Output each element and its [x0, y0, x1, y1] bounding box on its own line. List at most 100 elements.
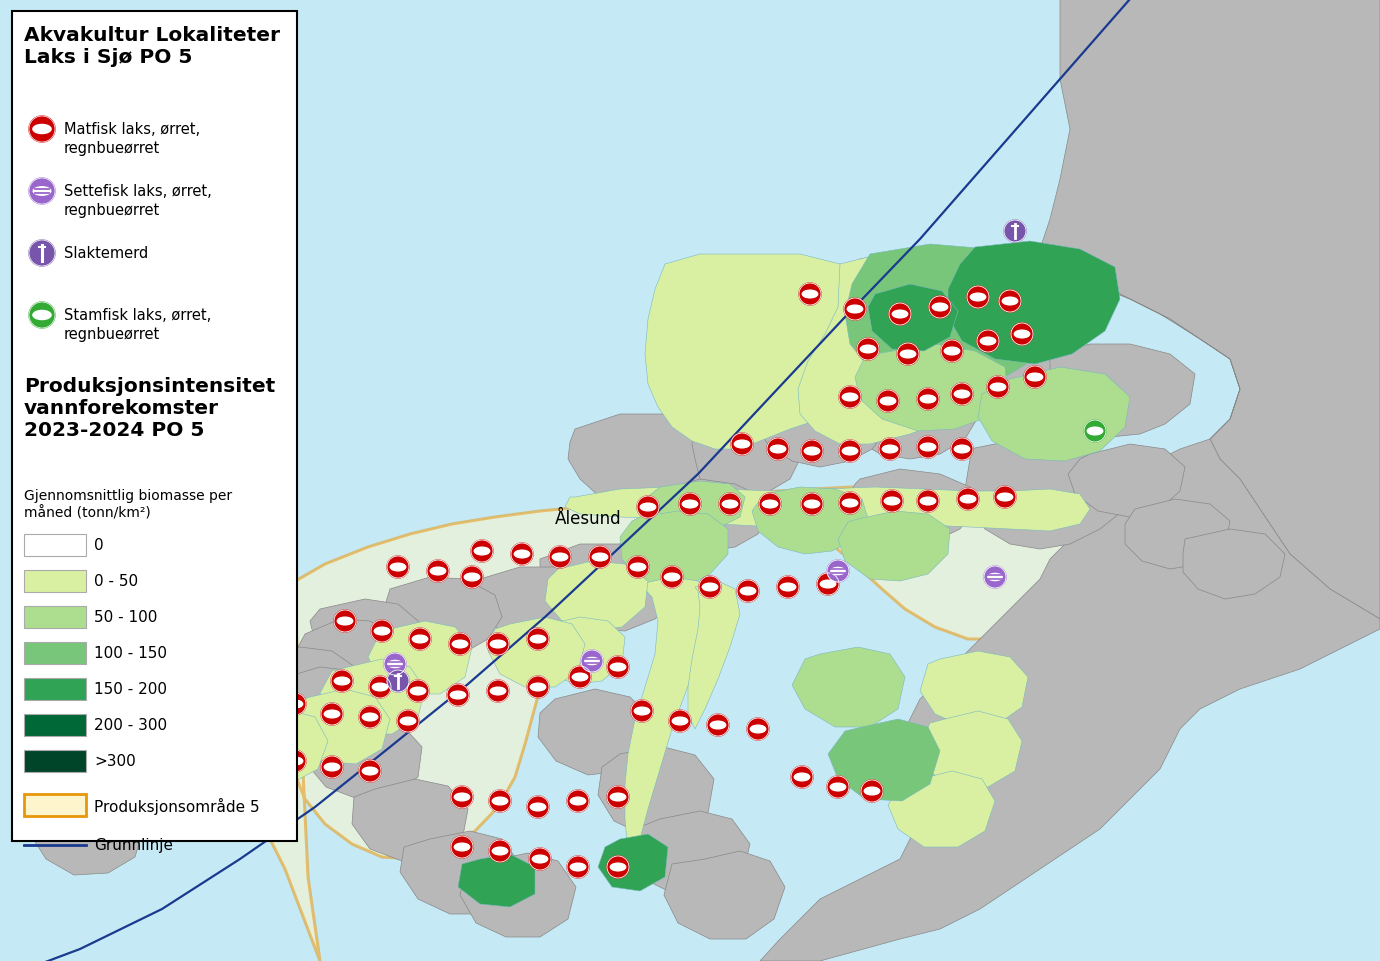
Circle shape — [956, 488, 978, 510]
Ellipse shape — [893, 310, 908, 318]
Circle shape — [845, 299, 867, 321]
Polygon shape — [948, 242, 1121, 364]
Circle shape — [529, 849, 551, 870]
Polygon shape — [535, 617, 625, 684]
Polygon shape — [206, 679, 312, 752]
Circle shape — [386, 671, 408, 692]
Circle shape — [527, 677, 549, 699]
Ellipse shape — [770, 446, 785, 454]
Circle shape — [994, 486, 1016, 508]
Circle shape — [737, 580, 759, 603]
Polygon shape — [569, 414, 720, 511]
Ellipse shape — [454, 794, 469, 801]
Circle shape — [1012, 324, 1034, 346]
Ellipse shape — [1087, 428, 1103, 435]
Polygon shape — [1050, 345, 1195, 437]
Circle shape — [567, 856, 589, 878]
Ellipse shape — [702, 583, 718, 591]
Ellipse shape — [1027, 374, 1043, 382]
Polygon shape — [828, 719, 940, 801]
Polygon shape — [792, 648, 905, 727]
Circle shape — [916, 436, 938, 458]
Ellipse shape — [920, 444, 936, 452]
Ellipse shape — [980, 338, 996, 346]
Ellipse shape — [734, 441, 749, 449]
Circle shape — [331, 671, 353, 692]
Circle shape — [29, 117, 55, 143]
Ellipse shape — [334, 678, 349, 685]
Circle shape — [397, 710, 420, 732]
Polygon shape — [887, 771, 995, 847]
Circle shape — [448, 633, 471, 655]
Circle shape — [857, 338, 879, 360]
Text: 200 - 300: 200 - 300 — [94, 718, 167, 732]
Polygon shape — [489, 617, 585, 687]
Bar — [23, 751, 86, 773]
Text: Stamfisk laks, ørret,
regnbueørret: Stamfisk laks, ørret, regnbueørret — [63, 308, 211, 341]
Polygon shape — [75, 769, 186, 841]
Circle shape — [368, 677, 391, 699]
Ellipse shape — [570, 863, 585, 871]
Ellipse shape — [860, 346, 876, 354]
Ellipse shape — [711, 722, 726, 729]
Text: Matfisk laks, ørret,
regnbueørret: Matfisk laks, ørret, regnbueørret — [63, 122, 200, 156]
Text: Gjennomsnittlig biomasse per
måned (tonn/km²): Gjennomsnittlig biomasse per måned (tonn… — [23, 488, 232, 520]
Circle shape — [322, 756, 344, 778]
Circle shape — [929, 297, 951, 319]
Circle shape — [941, 340, 963, 362]
Polygon shape — [368, 622, 472, 694]
Circle shape — [607, 656, 629, 678]
Circle shape — [977, 331, 999, 353]
Circle shape — [407, 680, 429, 702]
Circle shape — [589, 547, 611, 568]
Polygon shape — [650, 481, 745, 530]
Circle shape — [451, 786, 473, 808]
Polygon shape — [1183, 530, 1285, 600]
Circle shape — [1005, 221, 1025, 243]
Polygon shape — [225, 709, 328, 784]
Circle shape — [638, 497, 660, 519]
Ellipse shape — [864, 787, 879, 795]
Ellipse shape — [324, 710, 339, 718]
Text: Grunnlinje: Grunnlinje — [94, 838, 172, 852]
Ellipse shape — [960, 496, 976, 504]
Circle shape — [471, 540, 493, 562]
Ellipse shape — [970, 294, 985, 302]
Ellipse shape — [592, 554, 607, 561]
Polygon shape — [352, 779, 468, 861]
Text: 50 - 100: 50 - 100 — [94, 610, 157, 625]
Bar — [23, 571, 86, 592]
Text: Settefisk laks, ørret,
regnbueørret: Settefisk laks, ørret, regnbueørret — [63, 184, 211, 217]
Ellipse shape — [552, 554, 567, 561]
Ellipse shape — [805, 501, 820, 508]
Circle shape — [426, 560, 449, 582]
Ellipse shape — [33, 311, 51, 320]
Ellipse shape — [988, 574, 1002, 581]
Circle shape — [951, 383, 973, 406]
Ellipse shape — [880, 398, 896, 406]
Text: 0: 0 — [94, 538, 104, 553]
Text: Akvakultur Lokaliteter
Laks i Sjø PO 5: Akvakultur Lokaliteter Laks i Sjø PO 5 — [23, 26, 280, 67]
Circle shape — [916, 388, 938, 410]
Circle shape — [707, 714, 729, 736]
Polygon shape — [1125, 500, 1230, 570]
Polygon shape — [820, 250, 1050, 389]
Circle shape — [581, 651, 603, 673]
Circle shape — [987, 377, 1009, 399]
Text: 150 - 200: 150 - 200 — [94, 681, 167, 697]
Polygon shape — [400, 831, 520, 914]
Polygon shape — [306, 719, 422, 800]
Polygon shape — [868, 284, 958, 352]
Ellipse shape — [570, 798, 585, 805]
Ellipse shape — [374, 628, 389, 635]
Polygon shape — [564, 487, 1090, 531]
Circle shape — [408, 628, 431, 651]
Circle shape — [569, 666, 591, 688]
Ellipse shape — [842, 448, 858, 456]
Circle shape — [700, 577, 720, 599]
Ellipse shape — [610, 663, 625, 671]
Ellipse shape — [682, 501, 698, 508]
Ellipse shape — [631, 563, 646, 571]
Polygon shape — [458, 854, 535, 907]
Ellipse shape — [802, 291, 818, 299]
